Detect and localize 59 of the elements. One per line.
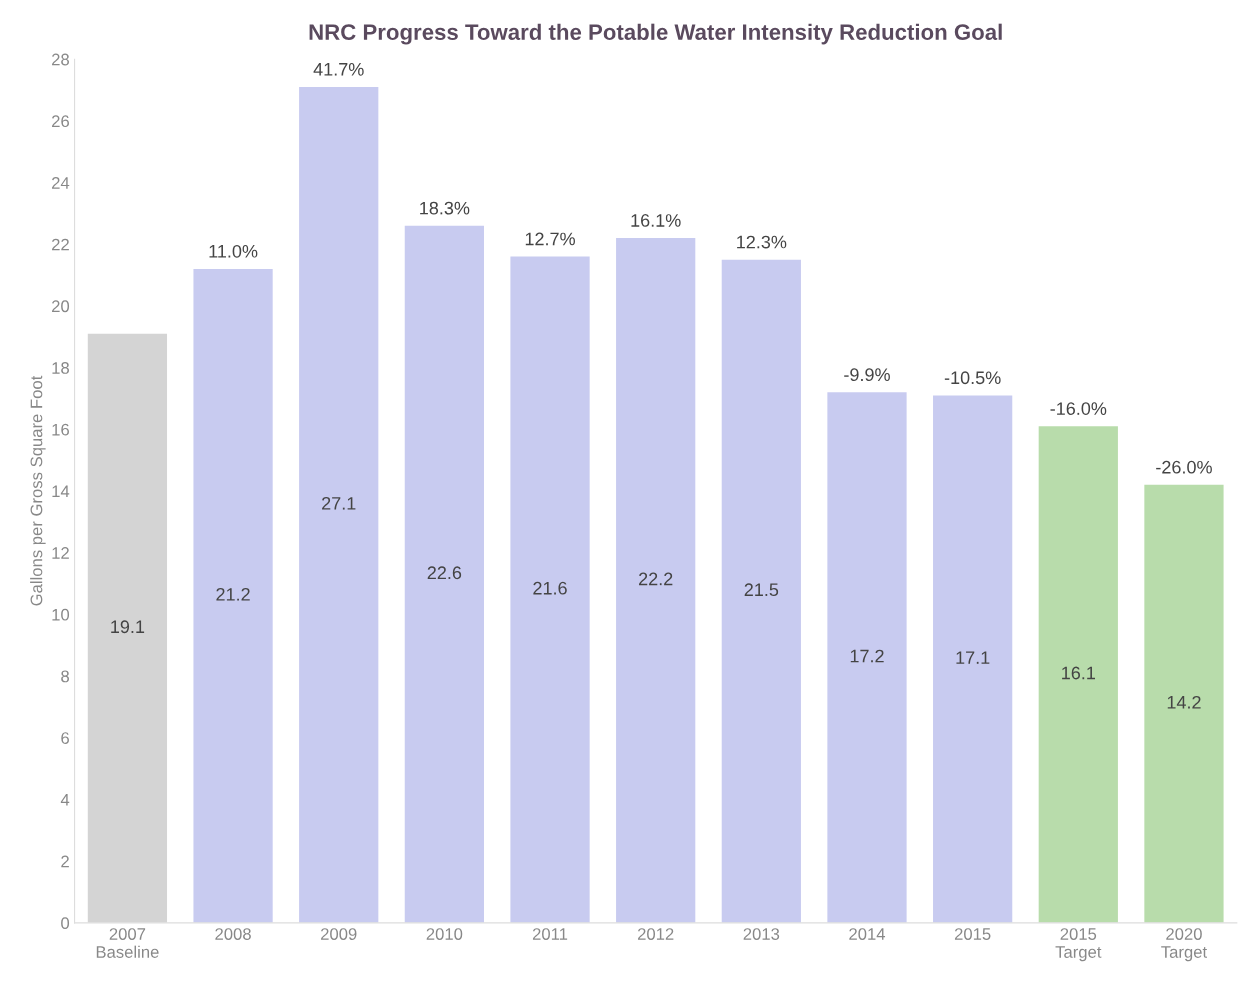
y-tick-label: 18: [52, 362, 69, 374]
x-tick-label: 2010: [426, 928, 463, 940]
annotation: -16.0%: [1050, 402, 1107, 415]
data-label: 27.1: [322, 496, 356, 510]
data-label: 14.2: [1167, 695, 1201, 709]
y-tick-label: 14: [52, 485, 70, 498]
y-tick-label: 2: [61, 855, 69, 868]
annotation: 11.0%: [209, 244, 258, 258]
y-tick-label: 6: [61, 732, 69, 744]
data-label: 22.2: [639, 572, 673, 586]
y-tick-label: 24: [52, 177, 70, 189]
y-tick-label: 22: [52, 238, 69, 251]
bar: [1038, 426, 1118, 923]
data-label: 17.2: [850, 649, 884, 663]
chart-title: NRC Progress Toward the Potable Water Intensity Reduction Goal: [309, 23, 1002, 45]
data-label: 17.1: [956, 651, 990, 664]
bar: [510, 256, 590, 923]
y-tick-label: 4: [60, 794, 70, 806]
x-tick-label: 2008: [215, 928, 251, 940]
x-tick-label: 2009: [321, 928, 357, 940]
data-label: 19.1: [111, 620, 145, 634]
data-label: 21.6: [533, 581, 567, 595]
x-tick-label: 2020 Target: [1161, 928, 1207, 962]
y-tick-label: 28: [52, 53, 69, 66]
annotation: -9.9%: [844, 368, 890, 382]
annotation: 16.1%: [631, 214, 681, 227]
annotation: 12.7%: [525, 232, 575, 246]
y-tick-label: 26: [52, 115, 69, 128]
x-tick-label: 2015 Target: [1055, 928, 1102, 962]
bar: [299, 86, 379, 923]
x-tick-label: 2011: [532, 928, 568, 940]
bar: [1144, 484, 1224, 923]
annotation: 18.3%: [420, 201, 470, 215]
y-tick-label: 8: [61, 670, 69, 683]
annotation: -26.0%: [1156, 460, 1212, 474]
y-tick-label: 12: [52, 547, 69, 559]
x-tick-label: 2007 Baseline: [96, 928, 159, 958]
y-tick-label: 16: [52, 423, 69, 436]
bar: [721, 259, 801, 923]
data-label: 21.2: [216, 587, 250, 601]
x-tick-label: 2012: [637, 928, 674, 940]
y-tick-label: 10: [52, 608, 70, 621]
bar: [404, 225, 484, 923]
x-tick-label: 2013: [743, 928, 780, 940]
x-tick-label: 2014: [849, 928, 886, 940]
bar: [616, 238, 696, 923]
y-axis-title: Gallons per Gross Square Foot: [30, 375, 46, 606]
y-tick-label: 20: [52, 300, 70, 313]
annotation: 41.7%: [313, 62, 364, 76]
data-label: 22.6: [427, 566, 462, 580]
data-label: 16.1: [1062, 666, 1095, 680]
annotation: -10.5%: [944, 371, 1001, 385]
bar: [827, 392, 907, 923]
annotation: 12.3%: [737, 235, 787, 249]
x-tick-label: 2015: [954, 928, 991, 940]
data-label: 21.5: [744, 583, 779, 597]
bar: [193, 268, 273, 923]
bar: [933, 395, 1013, 923]
y-tick-label: 0: [61, 917, 70, 930]
